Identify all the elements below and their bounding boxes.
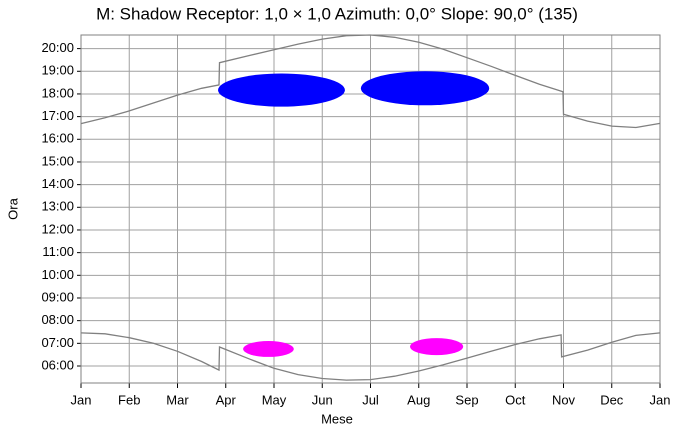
y-tick-label: 20:00: [41, 40, 74, 55]
chart-title: M: Shadow Receptor: 1,0 × 1,0 Azimuth: 0…: [96, 4, 578, 23]
y-axis-label: Ora: [5, 197, 20, 219]
x-tick-label: Feb: [118, 392, 140, 407]
y-tick-label: 16:00: [41, 131, 74, 146]
line-series: [80, 34, 661, 129]
x-tick-label: Jun: [312, 392, 333, 407]
x-tick-label: Jan: [650, 392, 671, 407]
x-tick-label: Jan: [71, 392, 92, 407]
shadow-area: [410, 338, 464, 356]
shadow-area: [243, 341, 294, 357]
shadow-area: [360, 71, 490, 106]
y-tick-label: 07:00: [41, 335, 74, 350]
y-tick-label: 17:00: [41, 108, 74, 123]
line-series: [80, 332, 661, 381]
y-tick-label: 19:00: [41, 63, 74, 78]
y-tick-label: 10:00: [41, 267, 74, 282]
x-tick-label: Sep: [455, 392, 478, 407]
y-tick-label: 06:00: [41, 357, 74, 372]
x-tick-label: Dec: [600, 392, 624, 407]
y-tick-label: 12:00: [41, 221, 74, 236]
shadow-area: [218, 73, 345, 107]
y-tick-label: 09:00: [41, 289, 74, 304]
x-tick-label: Nov: [552, 392, 576, 407]
x-tick-label: May: [262, 392, 287, 407]
x-tick-label: Oct: [505, 392, 526, 407]
x-tick-label: Mar: [166, 392, 189, 407]
x-tick-label: Jul: [362, 392, 379, 407]
x-tick-label: Aug: [407, 392, 430, 407]
y-tick-label: 15:00: [41, 153, 74, 168]
y-tick-label: 08:00: [41, 312, 74, 327]
y-tick-label: 18:00: [41, 85, 74, 100]
x-tick-label: Apr: [216, 392, 237, 407]
y-tick-label: 11:00: [42, 244, 74, 259]
y-tick-label: 13:00: [41, 199, 74, 214]
x-axis-label: Mese: [321, 411, 353, 426]
y-tick-label: 14:00: [41, 176, 74, 191]
